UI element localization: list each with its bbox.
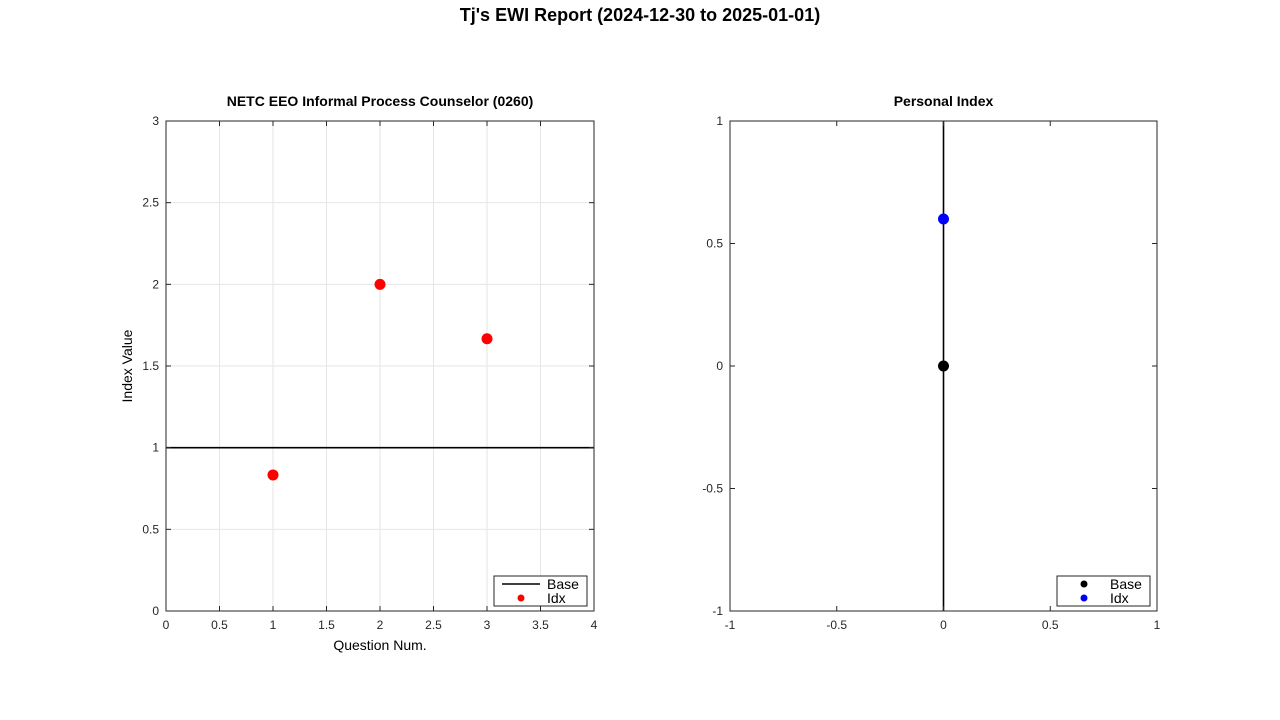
legend-dot-swatch xyxy=(517,594,525,602)
x-tick-label: 2.5 xyxy=(425,618,442,632)
y-tick-label: -1 xyxy=(712,604,723,618)
plot-personal-index: -1 -0.5 0 0.5 1 -1 -0.5 0 0.5 1 Personal Index Base… xyxy=(702,93,1160,632)
legend-dot-swatch xyxy=(1080,580,1088,588)
x-tick-label: -1 xyxy=(725,618,736,632)
y-tick-label: 1 xyxy=(152,441,159,455)
x-tick-label: 0.5 xyxy=(211,618,228,632)
legend-dot-swatch xyxy=(1080,594,1088,602)
axes-title: Personal Index xyxy=(894,93,994,109)
y-tick-label: 0.5 xyxy=(706,237,723,251)
y-tick-label: -0.5 xyxy=(702,482,723,496)
x-tick-label: 3 xyxy=(484,618,491,632)
legend-label: Base xyxy=(1110,576,1142,592)
x-axis-label: Question Num. xyxy=(333,637,426,653)
y-axis-label: Index Value xyxy=(119,329,135,402)
plot-question-index: 0 0.5 1 1.5 2 2.5 3 3.5 4 0 0.5 1 1.5 2 2.5 3 NETC EEO I… xyxy=(119,93,598,653)
data-point-idx xyxy=(938,213,949,225)
legend-label: Base xyxy=(547,576,579,592)
x-tick-label: 4 xyxy=(591,618,598,632)
y-tick-label: 0 xyxy=(716,359,723,373)
axes-title: NETC EEO Informal Process Counselor (026… xyxy=(227,93,534,109)
legend-label: Idx xyxy=(1110,590,1129,606)
data-point-idx xyxy=(374,278,386,290)
x-tick-label: 1 xyxy=(1154,618,1161,632)
y-tick-label: 3 xyxy=(152,114,159,128)
x-tick-label: 0 xyxy=(940,618,947,632)
x-tick-label: 3.5 xyxy=(532,618,549,632)
y-tick-label: 1 xyxy=(716,114,723,128)
x-tick-label: 2 xyxy=(377,618,384,632)
data-point-idx xyxy=(267,469,279,481)
figure-title: Tj's EWI Report (2024-12-30 to 2025-01-0… xyxy=(460,5,820,25)
x-tick-label: 1.5 xyxy=(318,618,335,632)
legend-box xyxy=(1056,575,1151,607)
y-tick-label: 1.5 xyxy=(142,359,159,373)
x-tick-label: 1 xyxy=(270,618,277,632)
legend-label: Idx xyxy=(547,590,566,606)
y-tick-label: 0.5 xyxy=(142,522,159,536)
x-tick-label: 0 xyxy=(163,618,170,632)
x-tick-label: -0.5 xyxy=(826,618,847,632)
data-point-idx xyxy=(481,333,493,345)
y-tick-label: 2 xyxy=(152,277,159,291)
y-tick-label: 0 xyxy=(152,604,159,618)
x-tick-label: 0.5 xyxy=(1042,618,1059,632)
data-point-base xyxy=(938,360,949,372)
legend-box xyxy=(493,575,588,607)
y-tick-label: 2.5 xyxy=(142,196,159,210)
